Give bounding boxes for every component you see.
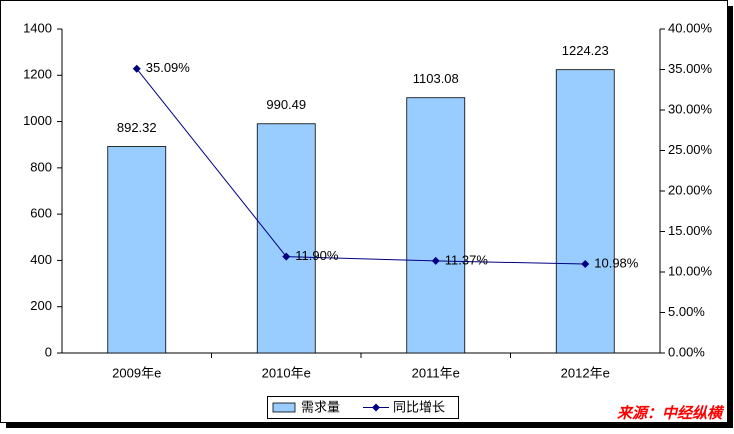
line-value-label: 11.90% — [295, 248, 339, 263]
line-value-label: 11.37% — [445, 252, 489, 267]
y2-tick-label: 25.00% — [668, 142, 713, 157]
bar-value-label: 990.49 — [266, 97, 306, 112]
line-value-label: 35.09% — [146, 60, 191, 75]
bar-value-label: 1103.08 — [413, 71, 459, 86]
x-tick-label: 2011年e — [412, 365, 460, 380]
line-marker — [431, 256, 440, 265]
legend-marker — [372, 403, 380, 412]
y-tick-label: 1200 — [23, 67, 52, 82]
x-tick-label: 2009年e — [112, 365, 161, 380]
y-tick-label: 800 — [30, 159, 52, 174]
legend-label: 需求量 — [301, 399, 340, 414]
line-marker — [581, 260, 590, 269]
y-tick-label: 600 — [30, 206, 52, 221]
legend-label: 同比增长 — [393, 399, 445, 414]
line-value-label: 10.98% — [594, 255, 639, 270]
y2-tick-label: 35.00% — [668, 61, 713, 76]
y-tick-label: 200 — [30, 298, 52, 313]
bar — [406, 97, 466, 354]
bar-value-label: 1224.23 — [562, 43, 609, 58]
y2-tick-label: 20.00% — [668, 182, 713, 197]
line — [136, 68, 586, 265]
line-marker — [282, 252, 291, 261]
y2-tick-label: 15.00% — [668, 223, 713, 238]
y2-tick-label: 10.00% — [668, 263, 713, 278]
y-tick-label: 1000 — [23, 113, 52, 128]
y-tick-label: 400 — [30, 252, 52, 267]
bar — [107, 146, 167, 354]
bar — [256, 123, 316, 354]
bar-value-label: 892.32 — [117, 120, 157, 135]
y-tick-label: 1400 — [23, 20, 52, 35]
bar — [555, 69, 615, 354]
x-tick-label: 2012年e — [561, 365, 610, 380]
x-tick-label: 2010年e — [262, 365, 311, 380]
source-note: 来源：中经纵横 — [617, 405, 725, 422]
y2-tick-label: 5.00% — [668, 304, 705, 319]
legend-swatch — [272, 402, 296, 413]
y-tick-label: 0 — [45, 344, 52, 359]
line-marker — [132, 64, 141, 73]
y2-tick-label: 30.00% — [668, 101, 713, 116]
y2-tick-label: 0.00% — [668, 344, 705, 359]
y2-tick-label: 40.00% — [668, 20, 713, 35]
